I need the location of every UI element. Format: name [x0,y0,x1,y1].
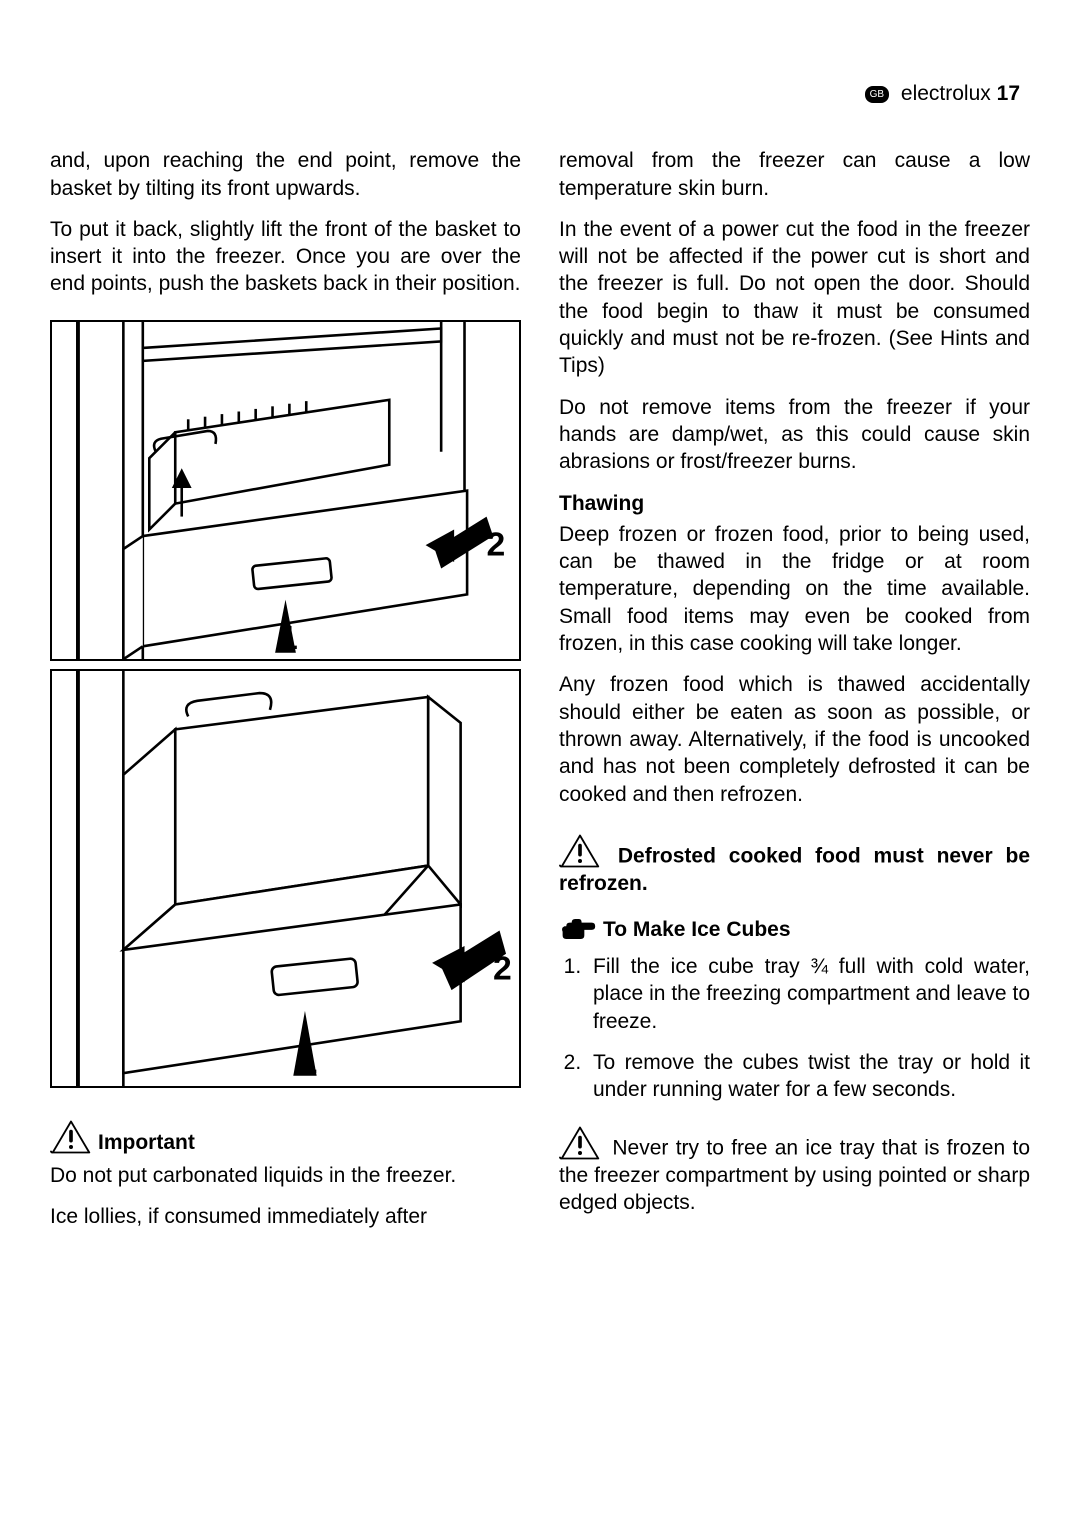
right-para-1: removal from the freezer can cause a low… [559,147,1030,202]
refreeze-warning-text: Defrosted cooked food must never be refr… [559,845,1030,895]
sharp-warning-text: Never try to free an ice tray that is fr… [559,1136,1030,1214]
diagram2-label-1: 1 [298,1043,317,1081]
refreeze-warning-block: Defrosted cooked food must never be refr… [559,832,1030,897]
diagram2-label-2: 2 [493,950,512,988]
basket-diagram-1: 1 2 [50,320,521,661]
pointing-hand-icon [559,915,597,943]
left-para-3: Do not put carbonated liquids in the fre… [50,1162,521,1189]
ice-step-1: Fill the ice cube tray ¾ full with cold … [587,953,1030,1035]
important-row: Important [50,1118,521,1156]
right-para-2: In the event of a power cut the food in … [559,216,1030,380]
ice-cubes-heading: To Make Ice Cubes [603,916,791,943]
ice-cubes-heading-row: To Make Ice Cubes [559,915,1030,943]
brand-label: electrolux [901,82,991,105]
warning-icon [559,832,601,870]
important-heading: Important [98,1129,195,1156]
right-para-4: Deep frozen or frozen food, prior to bei… [559,521,1030,657]
warning-icon [50,1118,92,1156]
diagram1-label-1: 1 [279,619,298,657]
content-columns: and, upon reaching the end point, remove… [50,147,1030,1234]
right-para-3: Do not remove items from the freezer if … [559,394,1030,476]
left-para-2: To put it back, slightly lift the front … [50,216,521,298]
diagram1-label-2: 2 [487,525,506,563]
left-para-4: Ice lollies, if consumed immediately aft… [50,1203,521,1230]
basket-diagram-2: 1 2 [50,669,521,1088]
gb-badge: GB [865,86,889,103]
warning-icon [559,1124,601,1162]
right-para-5: Any frozen food which is thawed accident… [559,671,1030,807]
ice-cubes-list: Fill the ice cube tray ¾ full with cold … [559,953,1030,1103]
left-column: and, upon reaching the end point, remove… [50,147,521,1234]
page-header: GB electrolux 17 [50,80,1030,107]
sharp-warning-block: Never try to free an ice tray that is fr… [559,1124,1030,1217]
thawing-heading: Thawing [559,490,1030,517]
right-column: removal from the freezer can cause a low… [559,147,1030,1234]
page-number: 17 [997,82,1020,105]
ice-step-2: To remove the cubes twist the tray or ho… [587,1049,1030,1104]
left-para-1: and, upon reaching the end point, remove… [50,147,521,202]
